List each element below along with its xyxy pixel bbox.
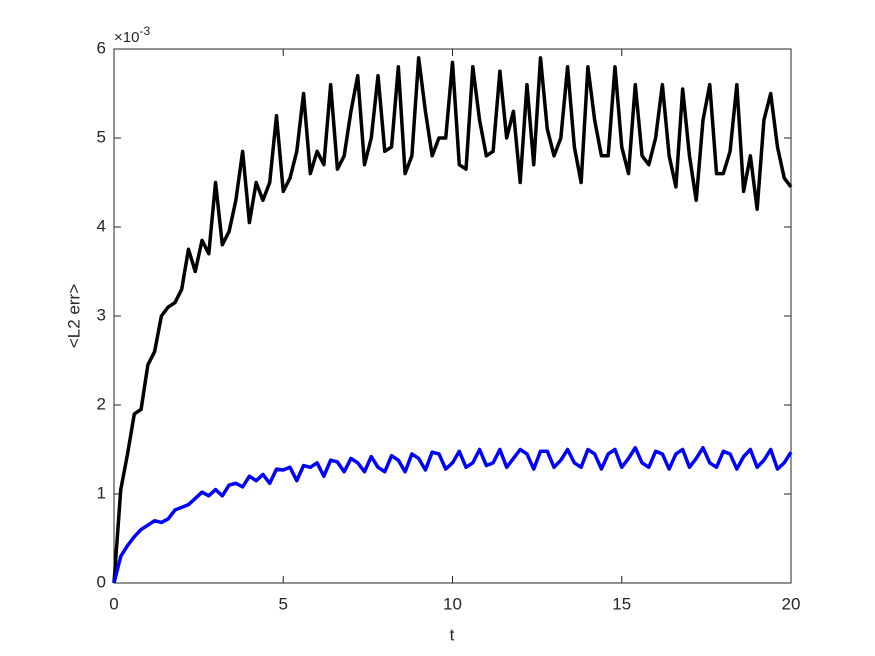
- x-tick-label: 20: [782, 594, 801, 613]
- x-tick-label: 15: [612, 594, 631, 613]
- multiplier-exponent: -3: [139, 24, 150, 38]
- plot-area: [113, 48, 792, 584]
- series-line: [112, 445, 793, 584]
- series-line: [112, 56, 793, 584]
- y-tick-label: 6: [97, 38, 106, 57]
- y-tick-label: 5: [97, 127, 106, 146]
- y-axis-label: <L2 err>: [64, 284, 83, 348]
- y-tick-label: 3: [97, 305, 106, 324]
- y-tick-label: 1: [97, 483, 106, 502]
- x-tick-label: 10: [443, 594, 462, 613]
- y-tick-label: 0: [97, 572, 106, 591]
- y-multiplier: ×10-3: [114, 24, 150, 46]
- y-tick-label: 2: [97, 394, 106, 413]
- y-tick-label: 4: [97, 216, 106, 235]
- x-tick-label: 5: [279, 594, 288, 613]
- x-axis-label: t: [450, 625, 455, 644]
- x-tick-label: 0: [109, 594, 118, 613]
- multiplier-base: ×10: [114, 29, 139, 46]
